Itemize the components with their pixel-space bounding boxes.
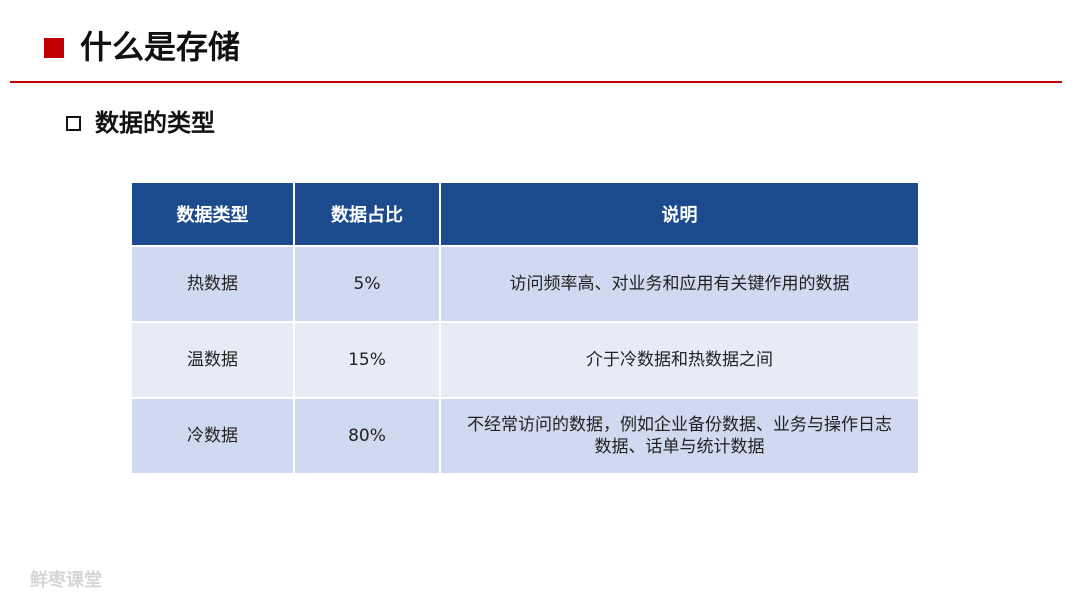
title-marker xyxy=(44,38,64,58)
table-cell: 15% xyxy=(293,321,441,399)
table-cell: 5% xyxy=(293,245,441,323)
table-cell: 介于冷数据和热数据之间 xyxy=(439,321,920,399)
section-marker xyxy=(66,116,81,131)
table-cell: 温数据 xyxy=(130,321,295,399)
table-cell: 冷数据 xyxy=(130,397,295,475)
table-body: 热数据 5% 访问频率高、对业务和应用有关键作用的数据 温数据 15% 介于冷数据和热数据… xyxy=(130,245,920,475)
table-cell: 80% xyxy=(293,397,441,475)
section-title: 数据的类型 xyxy=(95,109,215,137)
table-row: 温数据 15% 介于冷数据和热数据之间 xyxy=(130,321,920,399)
table-cell: 访问频率高、对业务和应用有关键作用的数据 xyxy=(439,245,920,323)
column-header: 说明 xyxy=(439,181,920,247)
column-header: 数据类型 xyxy=(130,181,295,247)
table-cell: 不经常访问的数据，例如企业备份数据、业务与操作日志数据、话单与统计数据 xyxy=(439,397,920,475)
header-row: 数据类型 数据占比 说明 xyxy=(130,181,920,247)
data-table: 数据类型 数据占比 说明 热数据 5% 访问频率高、对业务和应用有关键作用的数据 温数据 1… xyxy=(130,181,920,475)
table-row: 热数据 5% 访问频率高、对业务和应用有关键作用的数据 xyxy=(130,245,920,323)
watermark: 鲜枣课堂 xyxy=(30,570,102,591)
slide-title: 什么是存储 xyxy=(80,28,241,66)
title-rule xyxy=(10,81,1062,83)
table-cell: 热数据 xyxy=(130,245,295,323)
table-row: 冷数据 80% 不经常访问的数据，例如企业备份数据、业务与操作日志数据、话单与统计数… xyxy=(130,397,920,475)
column-header: 数据占比 xyxy=(293,181,441,247)
